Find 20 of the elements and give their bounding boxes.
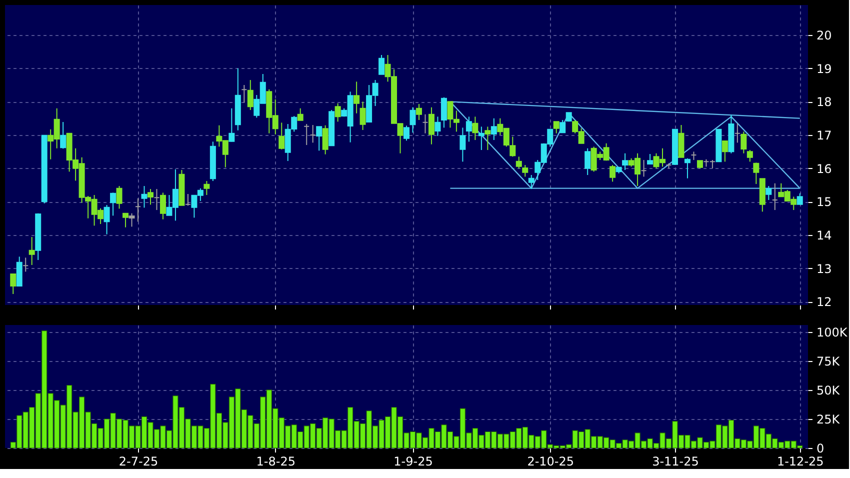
y-tick-label: 18 [816,95,832,110]
x-tick-label: 2-10-25 [527,454,574,468]
x-tick-label: 1-9-25 [394,454,433,468]
y-tick-label: 19 [816,62,832,76]
y-tick-label: 75K [816,354,841,368]
y-tick-label: 16 [816,162,832,176]
y-tick-label: 0 [816,442,824,456]
y-tick-label: 13 [816,262,832,276]
x-tick-label: 1-12-25 [776,454,824,468]
x-tick-label: 2-7-25 [118,454,158,468]
y-tick-label: 20 [816,28,832,42]
x-tick-label: 1-8-25 [256,454,296,468]
y-tick-label: 15 [816,195,832,210]
y-tick-label: 14 [816,228,832,242]
y-tick-label: 25K [816,412,841,426]
y-tick-label: 17 [816,128,832,142]
y-tick-label: 100K [816,325,848,340]
y-tick-label: 12 [816,295,832,310]
x-tick-label: 3-11-25 [652,454,699,468]
y-tick-label: 50K [816,383,841,398]
